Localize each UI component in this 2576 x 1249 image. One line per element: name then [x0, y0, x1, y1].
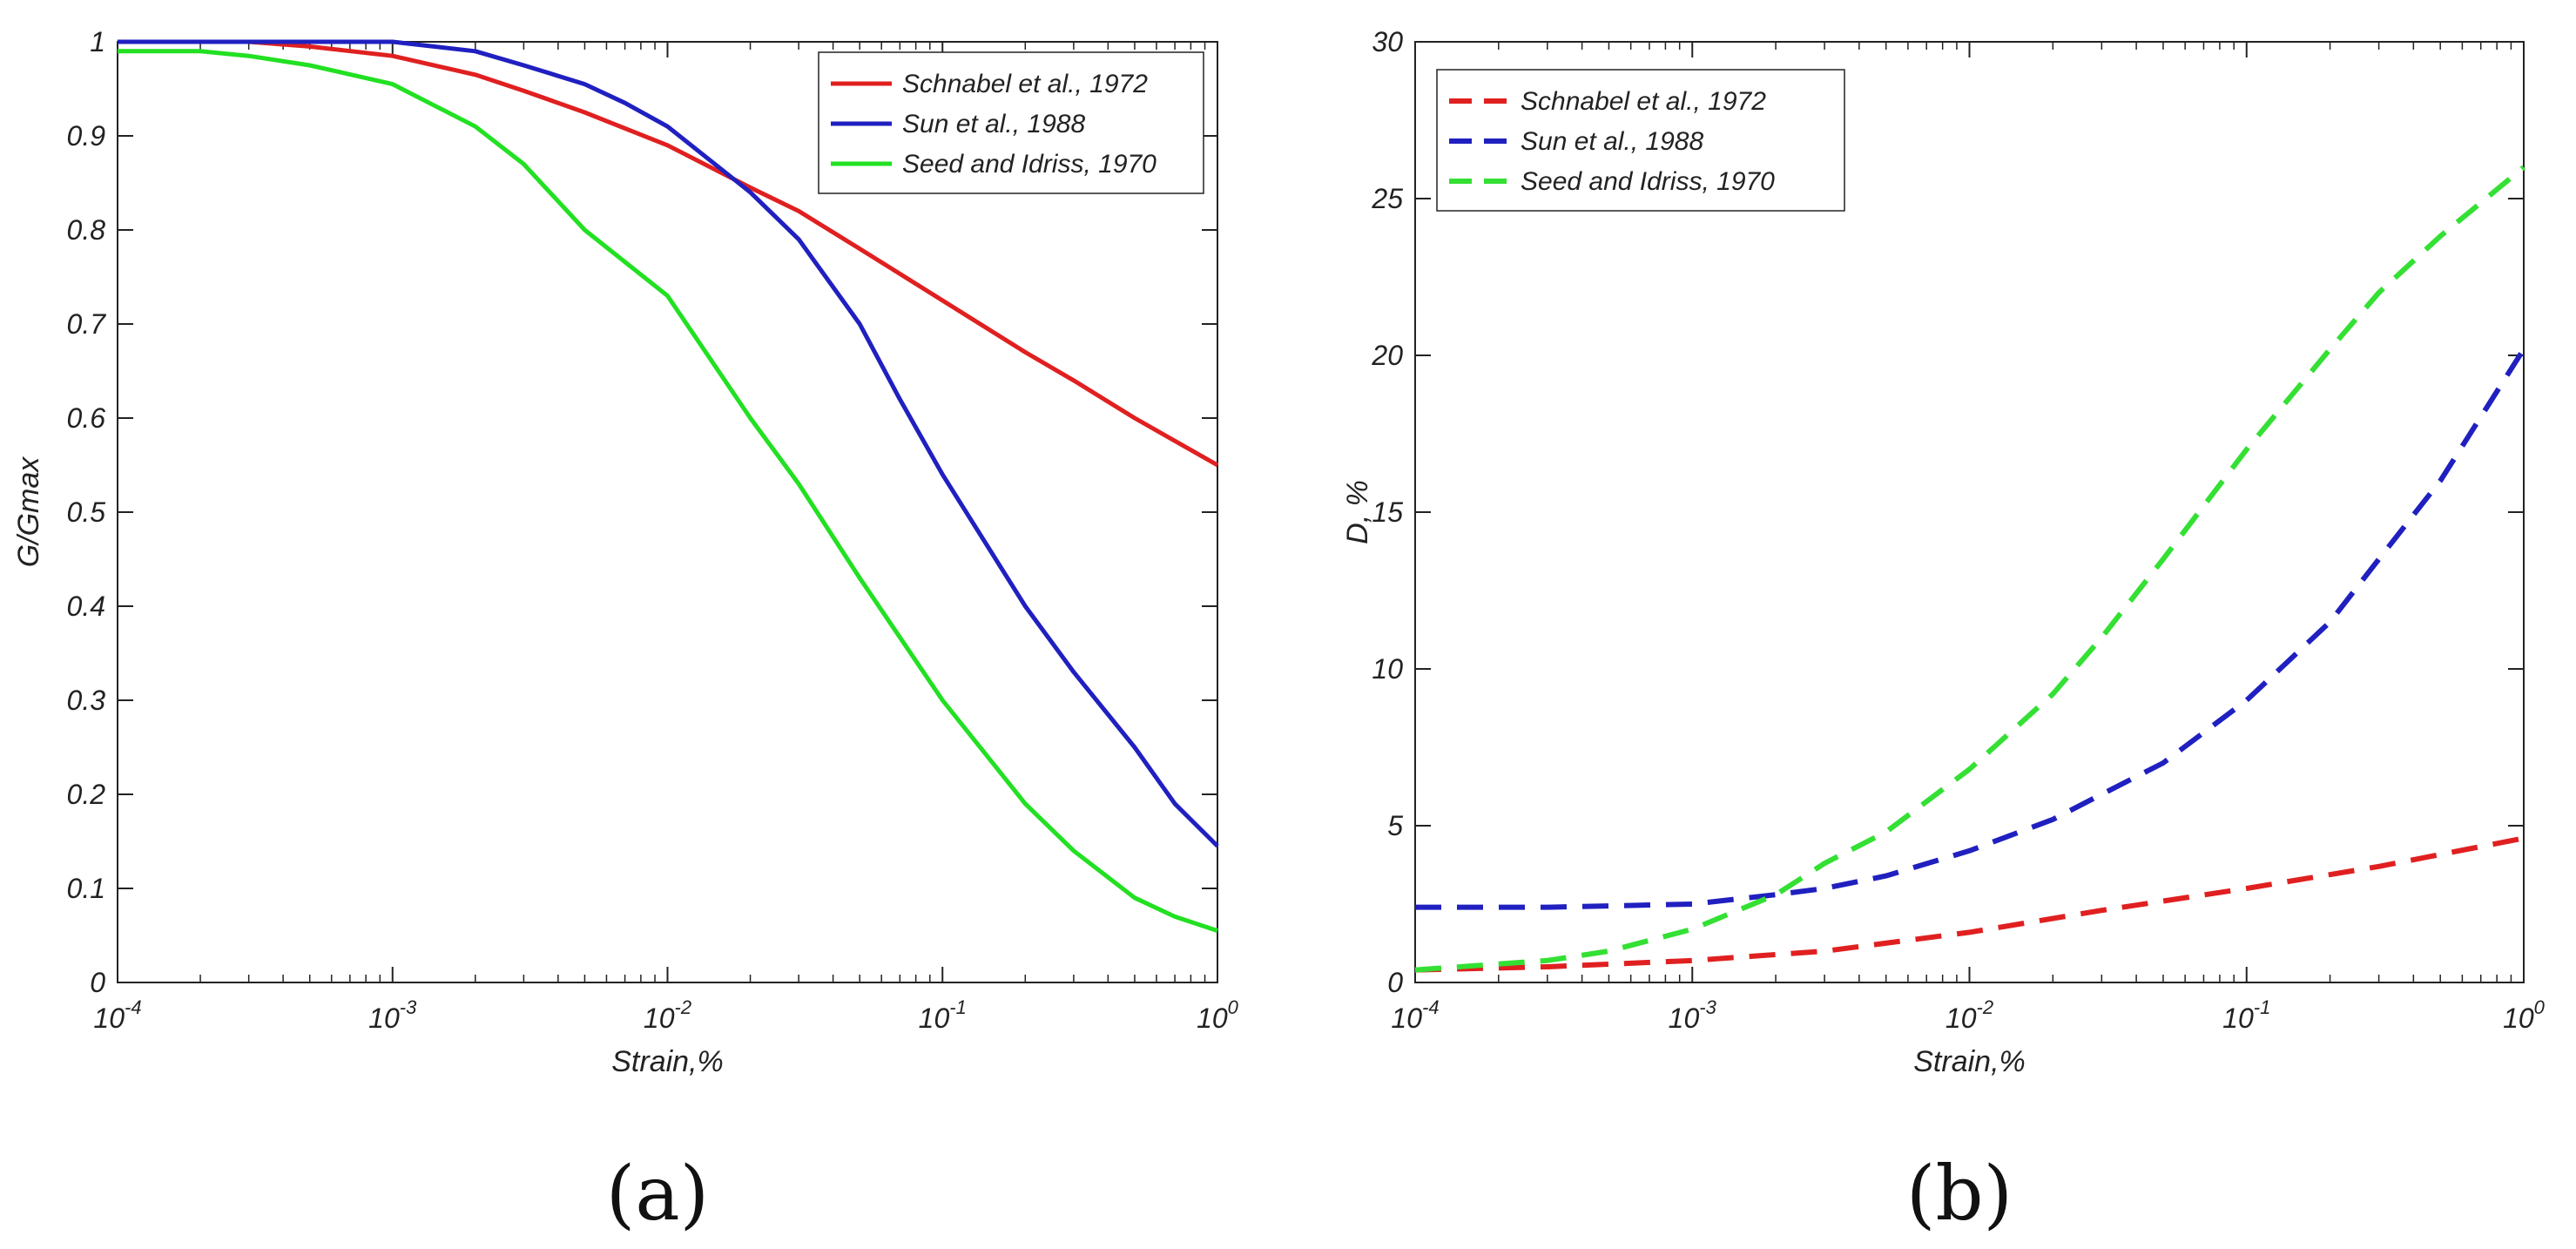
panel-a-x-tick-exponent: 0: [1228, 996, 1239, 1018]
panel-b-x-tick-base: 10: [1669, 1003, 1700, 1034]
panel-a-x-tick-exponent: -4: [125, 996, 142, 1018]
panel-b-x-tick-label: 10-2: [1945, 996, 1993, 1034]
panel-b-x-tick-label: 10-3: [1669, 996, 1717, 1034]
panel-b-series-line-3: [1414, 165, 2525, 973]
panel-b-x-tick-base: 10: [2222, 1003, 2254, 1034]
panel-b-legend-label-2: Sun et al., 1988: [1521, 127, 1703, 156]
panel-b-legend: Schnabel et al., 1972 Sun et al., 1988 See…: [1436, 69, 1845, 212]
panel-a-y-tick-label: 1: [90, 26, 105, 57]
panel-a-y-tick-label: 0.3: [67, 685, 106, 716]
panel-a-x-tick-base: 10: [919, 1003, 950, 1034]
panel-a-x-axis-label: Strain,%: [611, 1045, 724, 1078]
panel-b-x-tick-exponent: -2: [1977, 996, 1994, 1018]
panel-b-y-tick-label: 15: [1372, 496, 1403, 528]
panel-b-y-tick-label: 5: [1387, 810, 1403, 841]
panel-a-y-tick-label: 0.9: [67, 120, 106, 152]
panel-b-legend-label-3: Seed and Idriss, 1970: [1521, 167, 1775, 196]
panel-a-x-tick-label: 100: [1197, 996, 1239, 1034]
panel-b-x-tick-exponent: 0: [2534, 996, 2546, 1018]
panel-b-x-tick-label: 10-4: [1391, 996, 1439, 1034]
panel-b-y-axis-label: D, %: [1341, 480, 1374, 544]
panel-a-x-tick-base: 10: [368, 1003, 400, 1034]
panel-a-series-line-2: [118, 39, 1219, 848]
panel-a-legend-label-2: Sun et al., 1988: [902, 110, 1085, 138]
panel-b-y-tick-label: 20: [1371, 340, 1403, 371]
panel-a-x-tick-exponent: -1: [949, 996, 967, 1018]
panel-b-x-axis-label: Strain,%: [1913, 1045, 2026, 1078]
panel-a-y-tick-label: 0.5: [67, 496, 106, 528]
panel-a-x-tick-exponent: -2: [675, 996, 692, 1018]
panel-b-minor-ticks: [1498, 42, 2512, 982]
panel-a-minor-ticks: [199, 42, 1206, 982]
panel-a-x-tick-label: 10-3: [368, 996, 417, 1034]
panel-b-x-tick-base: 10: [2503, 1003, 2534, 1034]
panel-a-series-line-1: [118, 39, 1219, 468]
panel-b-y-tick-label: 0: [1387, 967, 1403, 998]
panel-b-chart: 10-4 10-3 10-2 10-1 100051015202530Strain,%D…: [1341, 26, 2546, 1238]
panel-b-x-tick-base: 10: [1391, 1003, 1422, 1034]
panel-b-y-tick-label: 10: [1372, 653, 1403, 685]
panel-a-y-tick-label: 0.4: [67, 591, 105, 622]
panel-b-x-tick-label: 100: [2503, 996, 2546, 1034]
panel-a-x-tick-base: 10: [93, 1003, 125, 1034]
panel-a-y-tick-label: 0.8: [67, 214, 106, 246]
panel-b-series-line-1: [1414, 835, 2525, 973]
panel-a-legend-label-1: Schnabel et al., 1972: [902, 70, 1148, 98]
panel-a-plot-frame: [117, 41, 1218, 983]
panel-a-caption: (a): [606, 1151, 709, 1238]
panel-b-caption: (b): [1906, 1151, 2013, 1238]
panel-b-x-tick-label: 10-1: [2222, 996, 2270, 1034]
panel-a-y-tick-label: 0.6: [67, 402, 106, 434]
panel-a-legend: Schnabel et al., 1972 Sun et al., 1988 See…: [818, 51, 1204, 194]
panel-b-x-tick-exponent: -4: [1422, 996, 1440, 1018]
panel-b-x-tick-base: 10: [1945, 1003, 1977, 1034]
panel-a-x-tick-base: 10: [1197, 1003, 1228, 1034]
panel-a-x-tick-base: 10: [644, 1003, 675, 1034]
panel-a-y-tick-label: 0.1: [67, 873, 105, 904]
panel-a-x-tick-exponent: -3: [400, 996, 417, 1018]
panel-b-legend-label-1: Schnabel et al., 1972: [1521, 87, 1766, 116]
panel-a-y-axis-label: G/Gmax: [12, 456, 45, 568]
panel-a-y-tick-label: 0.2: [67, 779, 106, 810]
panel-a-legend-label-3: Seed and Idriss, 1970: [902, 150, 1157, 179]
panel-a-x-tick-label: 10-1: [919, 996, 967, 1034]
panel-b-y-tick-label: 30: [1372, 26, 1403, 57]
panel-a-chart: 10-4 10-3 10-2 10-1 10000.10.20.30.40.50.60.…: [12, 26, 1239, 1238]
panel-a-x-tick-label: 10-2: [644, 996, 691, 1034]
panel-a-y-tick-label: 0: [90, 967, 105, 998]
panel-b-y-tick-label: 25: [1371, 183, 1403, 214]
panel-a-x-tick-label: 10-4: [93, 996, 141, 1034]
panel-a-y-tick-label: 0.7: [67, 308, 107, 340]
panel-b-x-tick-exponent: -3: [1699, 996, 1716, 1018]
panel-b-series-line-2: [1415, 348, 2526, 910]
panel-a-series-line-3: [118, 49, 1218, 933]
panel-b-x-tick-exponent: -1: [2254, 996, 2271, 1018]
